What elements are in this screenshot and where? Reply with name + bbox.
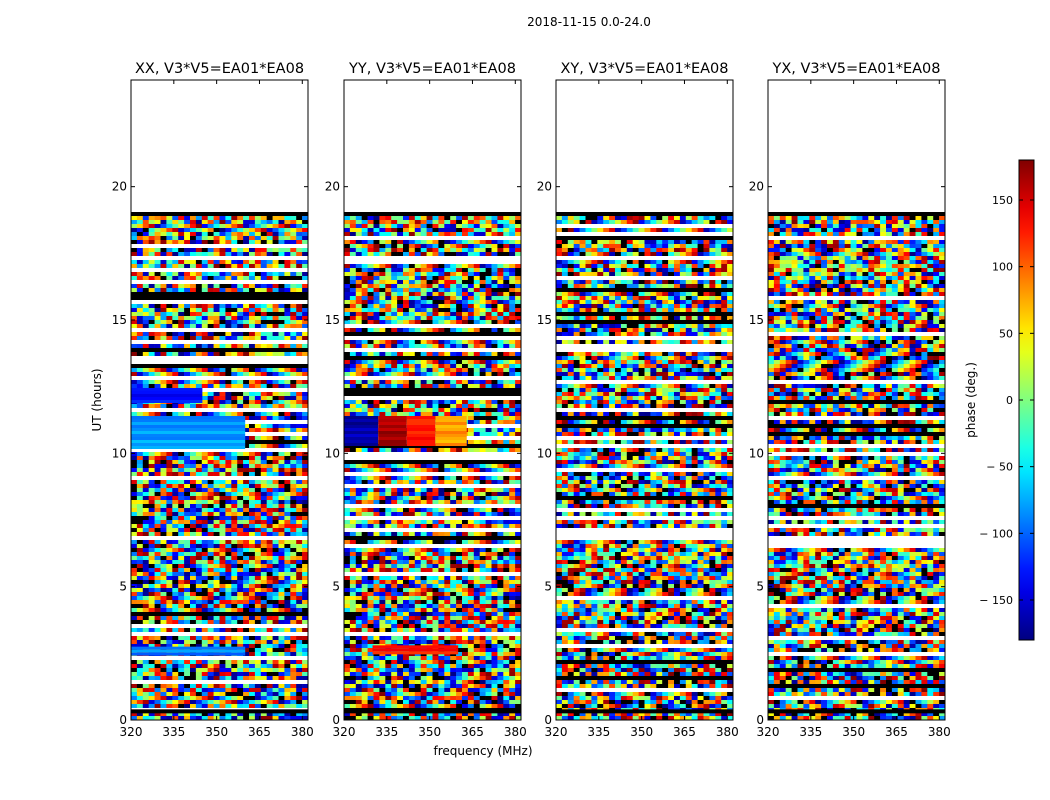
y-tick-label: 5 (544, 580, 552, 594)
x-tick-label: 365 (673, 725, 696, 739)
x-tick-label: 365 (885, 725, 908, 739)
x-tick-label: 335 (162, 725, 185, 739)
x-tick-label: 335 (587, 725, 610, 739)
colorbar-tick-label: − 50 (986, 461, 1013, 474)
x-axis-label: frequency (MHz) (433, 744, 532, 758)
x-tick-label: 335 (375, 725, 398, 739)
x-tick-label: 365 (461, 725, 484, 739)
x-tick-label: 365 (248, 725, 271, 739)
y-tick-label: 0 (119, 713, 127, 727)
y-tick-label: 5 (332, 580, 340, 594)
y-tick-label: 0 (756, 713, 764, 727)
x-tick-label: 350 (418, 725, 441, 739)
y-tick-label: 10 (325, 446, 340, 460)
colorbar-tick-label: 150 (992, 194, 1013, 207)
y-tick-label: 10 (537, 446, 552, 460)
phase-heatmap (768, 212, 945, 720)
x-tick-label: 320 (120, 725, 143, 739)
y-tick-label: 20 (325, 180, 340, 194)
y-tick-label: 10 (112, 446, 127, 460)
colorbar-tick-label: 100 (992, 261, 1013, 274)
colorbar-tick-label: 50 (999, 327, 1013, 340)
phase-heatmap (344, 212, 521, 720)
phase-heatmap (556, 212, 733, 720)
y-tick-label: 15 (325, 313, 340, 327)
x-tick-label: 380 (291, 725, 314, 739)
panel-title: YX, V3*V5=EA01*EA08 (771, 61, 940, 77)
panel-title: XY, V3*V5=EA01*EA08 (560, 61, 728, 77)
panel-3: XY, V3*V5=EA01*EA08 0 5 10 15 20 320 335 350 365 3… (537, 61, 739, 739)
colorbar-tick-label: − 150 (979, 594, 1013, 607)
panel-4: YX, V3*V5=EA01*EA08 0 5 10 15 20 320 335 350 365 3… (749, 61, 951, 739)
x-tick-label: 335 (799, 725, 822, 739)
y-tick-label: 20 (537, 180, 552, 194)
panel-frame (343, 79, 522, 721)
x-tick-label: 320 (757, 725, 780, 739)
y-tick-label: 0 (544, 713, 552, 727)
colorbar: 150 100 50 0 − 50 − 100 − 150 (979, 159, 1035, 641)
figure-suptitle: 2018-11-15 0.0-24.0 (527, 15, 651, 29)
panel-frame (130, 79, 309, 721)
colorbar-tick-label: − 100 (979, 527, 1013, 540)
phase-heatmap (131, 212, 308, 720)
panel-1: XX, V3*V5=EA01*EA08 0 5 10 15 20 320 335 350 365 3… (112, 61, 314, 739)
x-tick-label: 380 (504, 725, 527, 739)
panel-2: YY, V3*V5=EA01*EA08 0 5 10 15 20 320 335 350 365 3… (325, 61, 527, 739)
x-tick-label: 350 (205, 725, 228, 739)
panel-frame (767, 79, 946, 721)
y-tick-label: 5 (119, 580, 127, 594)
colorbar-tick-label: 0 (1006, 394, 1013, 407)
y-tick-label: 5 (756, 580, 764, 594)
y-tick-label: 0 (332, 713, 340, 727)
colorbar-label: phase (deg.) (964, 362, 978, 438)
y-tick-label: 20 (749, 180, 764, 194)
y-axis-label: UT (hours) (90, 368, 104, 431)
x-tick-label: 380 (928, 725, 951, 739)
x-tick-label: 320 (333, 725, 356, 739)
y-tick-label: 15 (112, 313, 127, 327)
y-tick-label: 10 (749, 446, 764, 460)
x-tick-label: 320 (545, 725, 568, 739)
x-tick-label: 350 (630, 725, 653, 739)
panel-frame (555, 79, 734, 721)
x-tick-label: 350 (842, 725, 865, 739)
x-tick-label: 380 (716, 725, 739, 739)
y-tick-label: 20 (112, 180, 127, 194)
panel-title: YY, V3*V5=EA01*EA08 (348, 61, 516, 77)
y-tick-label: 15 (749, 313, 764, 327)
y-tick-label: 15 (537, 313, 552, 327)
panel-title: XX, V3*V5=EA01*EA08 (135, 61, 304, 77)
